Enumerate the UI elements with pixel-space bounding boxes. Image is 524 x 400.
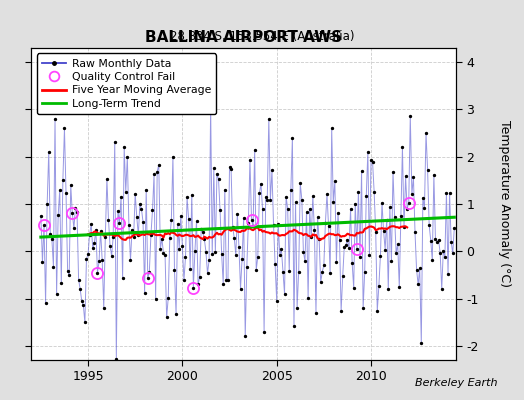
Title: BALLINA AIRPORT AWS: BALLINA AIRPORT AWS	[145, 30, 342, 46]
Y-axis label: Temperature Anomaly (°C): Temperature Anomaly (°C)	[498, 120, 511, 288]
Text: 28.834 S, 153.554 E (Australia): 28.834 S, 153.554 E (Australia)	[170, 30, 354, 43]
Text: Berkeley Earth: Berkeley Earth	[416, 378, 498, 388]
Legend: Raw Monthly Data, Quality Control Fail, Five Year Moving Average, Long-Term Tren: Raw Monthly Data, Quality Control Fail, …	[37, 54, 216, 114]
